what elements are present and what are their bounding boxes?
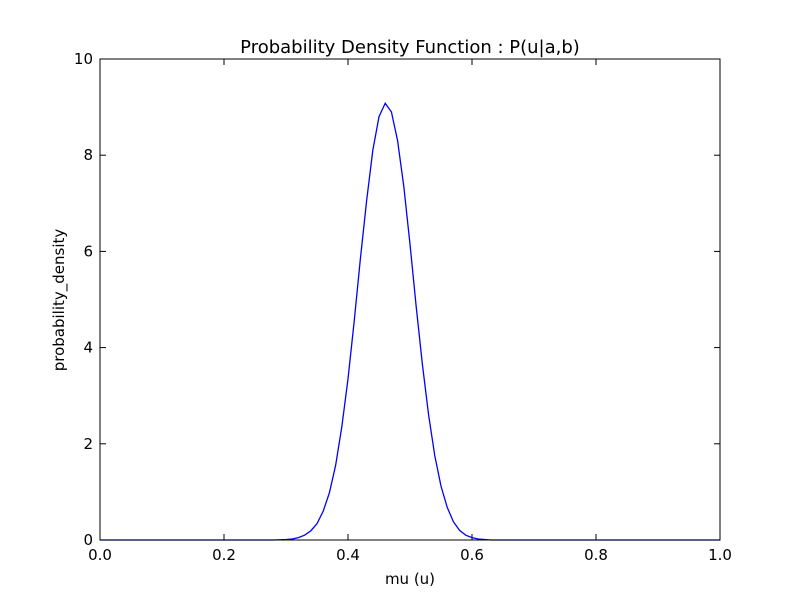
y-tick-label-4: 8 — [83, 146, 93, 164]
tick-labels: 0.0 0.2 0.4 0.6 0.8 1.0 0 2 4 6 8 10 — [74, 50, 732, 564]
plot-frame — [99, 58, 721, 541]
x-tick-label-3: 0.6 — [460, 546, 484, 564]
chart-title: Probability Density Function : P(u|a,b) — [240, 37, 580, 58]
x-tick-label-2: 0.4 — [336, 546, 360, 564]
x-tick-label-1: 0.2 — [212, 546, 236, 564]
y-tick-label-5: 10 — [74, 50, 93, 68]
x-tick-label-4: 0.8 — [584, 546, 608, 564]
y-tick-label-3: 6 — [83, 242, 93, 260]
y-tick-label-1: 2 — [83, 435, 93, 453]
x-tick-label-0: 0.0 — [88, 546, 112, 564]
y-tick-label-0: 0 — [83, 531, 93, 549]
series-line — [100, 101, 720, 541]
x-tick-label-5: 1.0 — [708, 546, 732, 564]
x-axis-label: mu (u) — [385, 570, 435, 588]
y-axis-label: probability_density — [50, 229, 69, 372]
y-tick-label-2: 4 — [83, 339, 93, 357]
plot-area — [100, 59, 720, 540]
